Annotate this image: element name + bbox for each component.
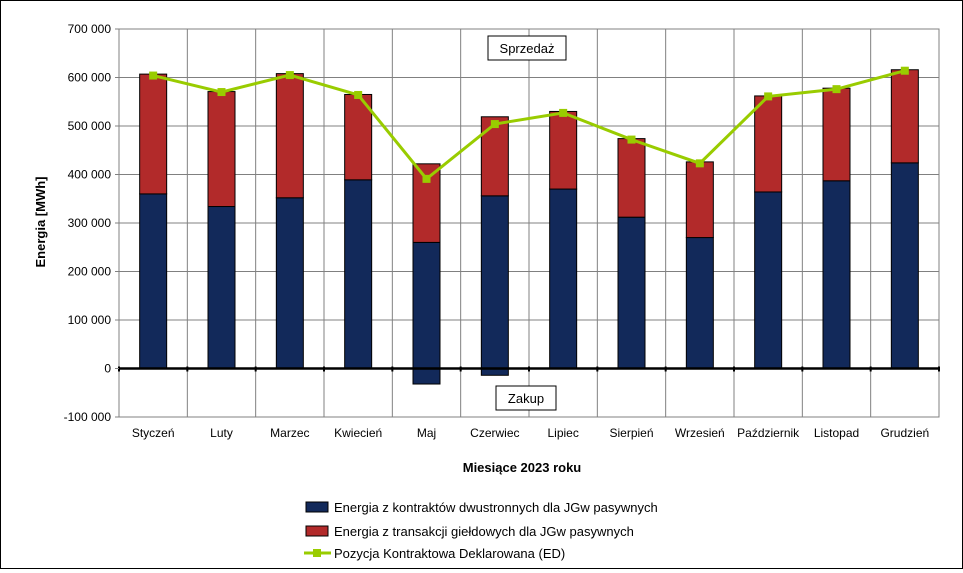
- annotation-bottom: Zakup: [508, 391, 544, 406]
- bar-exchange: [480, 116, 509, 197]
- bar-exchange: [207, 91, 236, 208]
- annotations: Sprzedaż Zakup: [487, 35, 567, 411]
- x-tick-label: Kwiecień: [334, 426, 382, 440]
- bar-contracts: [617, 216, 646, 369]
- bar-contracts: [822, 180, 851, 369]
- bar-contracts: [275, 197, 304, 369]
- annotation-top: Sprzedaż: [500, 41, 555, 56]
- x-tick-label: Marzec: [270, 426, 309, 440]
- x-tick-label: Czerwiec: [470, 426, 519, 440]
- y-tick-label: 400 000: [68, 168, 112, 182]
- ed-marker: [149, 71, 158, 80]
- x-tick-label: Styczeń: [132, 426, 175, 440]
- x-tick-label: Luty: [210, 426, 233, 440]
- y-tick-label: 300 000: [68, 216, 112, 230]
- x-tick-label: Sierpień: [609, 426, 653, 440]
- bar-exchange: [685, 161, 714, 239]
- y-tick-label: 600 000: [68, 71, 112, 85]
- legend-swatch: [305, 525, 329, 537]
- ed-marker: [695, 159, 704, 168]
- ed-marker: [217, 88, 226, 97]
- bar-contracts: [344, 179, 373, 369]
- x-tick-label: Listopad: [814, 426, 859, 440]
- ed-marker: [354, 90, 363, 99]
- legend-marker: [313, 549, 321, 557]
- ed-line: [149, 66, 909, 183]
- bar-exchange: [617, 138, 646, 218]
- x-tick-label: Maj: [417, 426, 436, 440]
- ed-marker: [285, 71, 294, 80]
- bar-contracts: [685, 237, 714, 369]
- y-tick-label: -100 000: [64, 410, 112, 424]
- bars: [139, 69, 919, 385]
- bar-contracts: [207, 206, 236, 369]
- bar-exchange: [344, 93, 373, 181]
- bar-contracts: [139, 193, 168, 369]
- x-axis-label: Miesiące 2023 roku: [463, 460, 582, 475]
- bar-exchange: [549, 110, 578, 190]
- legend-swatch: [305, 501, 329, 513]
- ed-polyline: [152, 69, 906, 181]
- legend-label: Energia z transakcji giełdowych dla JGw …: [334, 524, 634, 539]
- y-tick-label: 0: [104, 362, 111, 376]
- y-tick-label: 100 000: [68, 313, 112, 327]
- bar-contracts: [754, 191, 783, 369]
- bar-exchange: [822, 87, 851, 182]
- annotation-top-box: [487, 35, 567, 61]
- bar-contracts: [890, 162, 919, 369]
- y-tick-label: 200 000: [68, 265, 112, 279]
- annotation-bottom-box: [495, 385, 557, 411]
- bar-exchange: [275, 73, 304, 199]
- ed-marker: [900, 66, 909, 75]
- y-tick-label: 500 000: [68, 119, 112, 133]
- bar-contracts: [480, 195, 509, 369]
- bar-exchange: [139, 73, 168, 195]
- ed-marker: [764, 92, 773, 101]
- x-tick-label: Wrzesień: [675, 426, 725, 440]
- bar-exchange: [890, 69, 919, 164]
- bar-negative: [412, 368, 441, 385]
- x-tick-label: Grudzień: [880, 426, 929, 440]
- ed-marker: [559, 108, 568, 117]
- ed-marker: [832, 85, 841, 94]
- bar-contracts: [549, 188, 578, 369]
- y-axis-label: Energia [MWh]: [33, 177, 48, 268]
- ed-marker: [627, 135, 636, 144]
- legend-label: Energia z kontraktów dwustronnych dla JG…: [334, 500, 658, 515]
- ed-marker: [490, 120, 499, 129]
- y-tick-label: 700 000: [68, 22, 112, 36]
- bar-exchange: [754, 95, 783, 193]
- axes: -100 000 0 100 000 200 000 300 000 400 000 500…: [64, 22, 940, 440]
- legend-label: Pozycja Kontraktowa Deklarowana (ED): [334, 546, 565, 561]
- legend: Energia z kontraktów dwustronnych dla JG…: [304, 500, 658, 561]
- x-tick-label: Lipiec: [547, 426, 578, 440]
- ed-marker: [422, 174, 431, 183]
- x-tick-label: Październik: [737, 426, 800, 440]
- bar-contracts: [412, 241, 441, 369]
